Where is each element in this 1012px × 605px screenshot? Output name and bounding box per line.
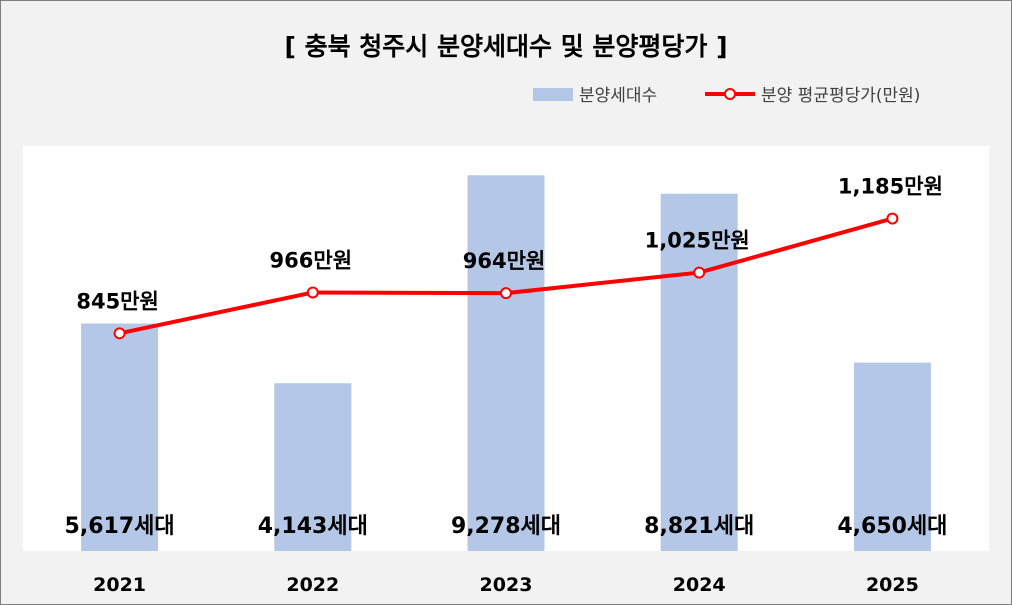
x-tick-2025: 2025 [866,574,919,596]
bar-2024 [660,193,738,551]
line-label-2023: 964만원 [463,249,545,273]
bar-labels: 5,617세대 4,143세대 9,278세대 8,821세대 4,650세대 [65,514,948,539]
legend-bar-swatch [533,88,573,101]
bar-label-2023: 9,278세대 [451,514,561,539]
legend-line-marker [724,88,736,100]
bar-2023 [467,175,545,551]
bar-2022 [274,383,352,551]
legend-bar-label: 분양세대수 [579,86,657,106]
bar-label-2025: 4,650세대 [837,514,947,539]
line-point-2021 [113,327,126,340]
line-point-2022 [306,286,319,299]
bar-label-2021: 5,617세대 [65,514,175,539]
line-point-2025 [886,212,899,225]
line-point-2024 [693,266,706,279]
bar-label-2024: 8,821세대 [644,514,754,539]
x-axis-ticks: 2021 2022 2023 2024 2025 [93,574,919,596]
x-tick-2022: 2022 [286,574,339,596]
chart-title: [ 충북 청주시 분양세대수 및 분양평당가 ] [284,32,727,61]
x-tick-2021: 2021 [93,574,146,596]
line-label-2025: 1,185만원 [838,175,943,199]
bar-2021 [81,323,159,551]
bar-label-2022: 4,143세대 [258,514,368,539]
bar-series [81,175,931,551]
line-label-2024: 1,025만원 [645,229,750,253]
bar-2025 [853,362,931,551]
line-labels: 845만원 966만원 964만원 1,025만원 1,185만원 [76,175,943,314]
legend-line-label: 분양 평균평당가(만원) [761,86,920,106]
legend: 분양세대수 분양 평균평당가(만원) [533,86,920,106]
line-point-2023 [500,287,512,300]
x-tick-2023: 2023 [480,574,533,596]
line-series [113,212,899,340]
x-tick-2024: 2024 [673,574,726,596]
line-label-2022: 966만원 [270,248,352,272]
line-label-2021: 845만원 [76,289,158,313]
